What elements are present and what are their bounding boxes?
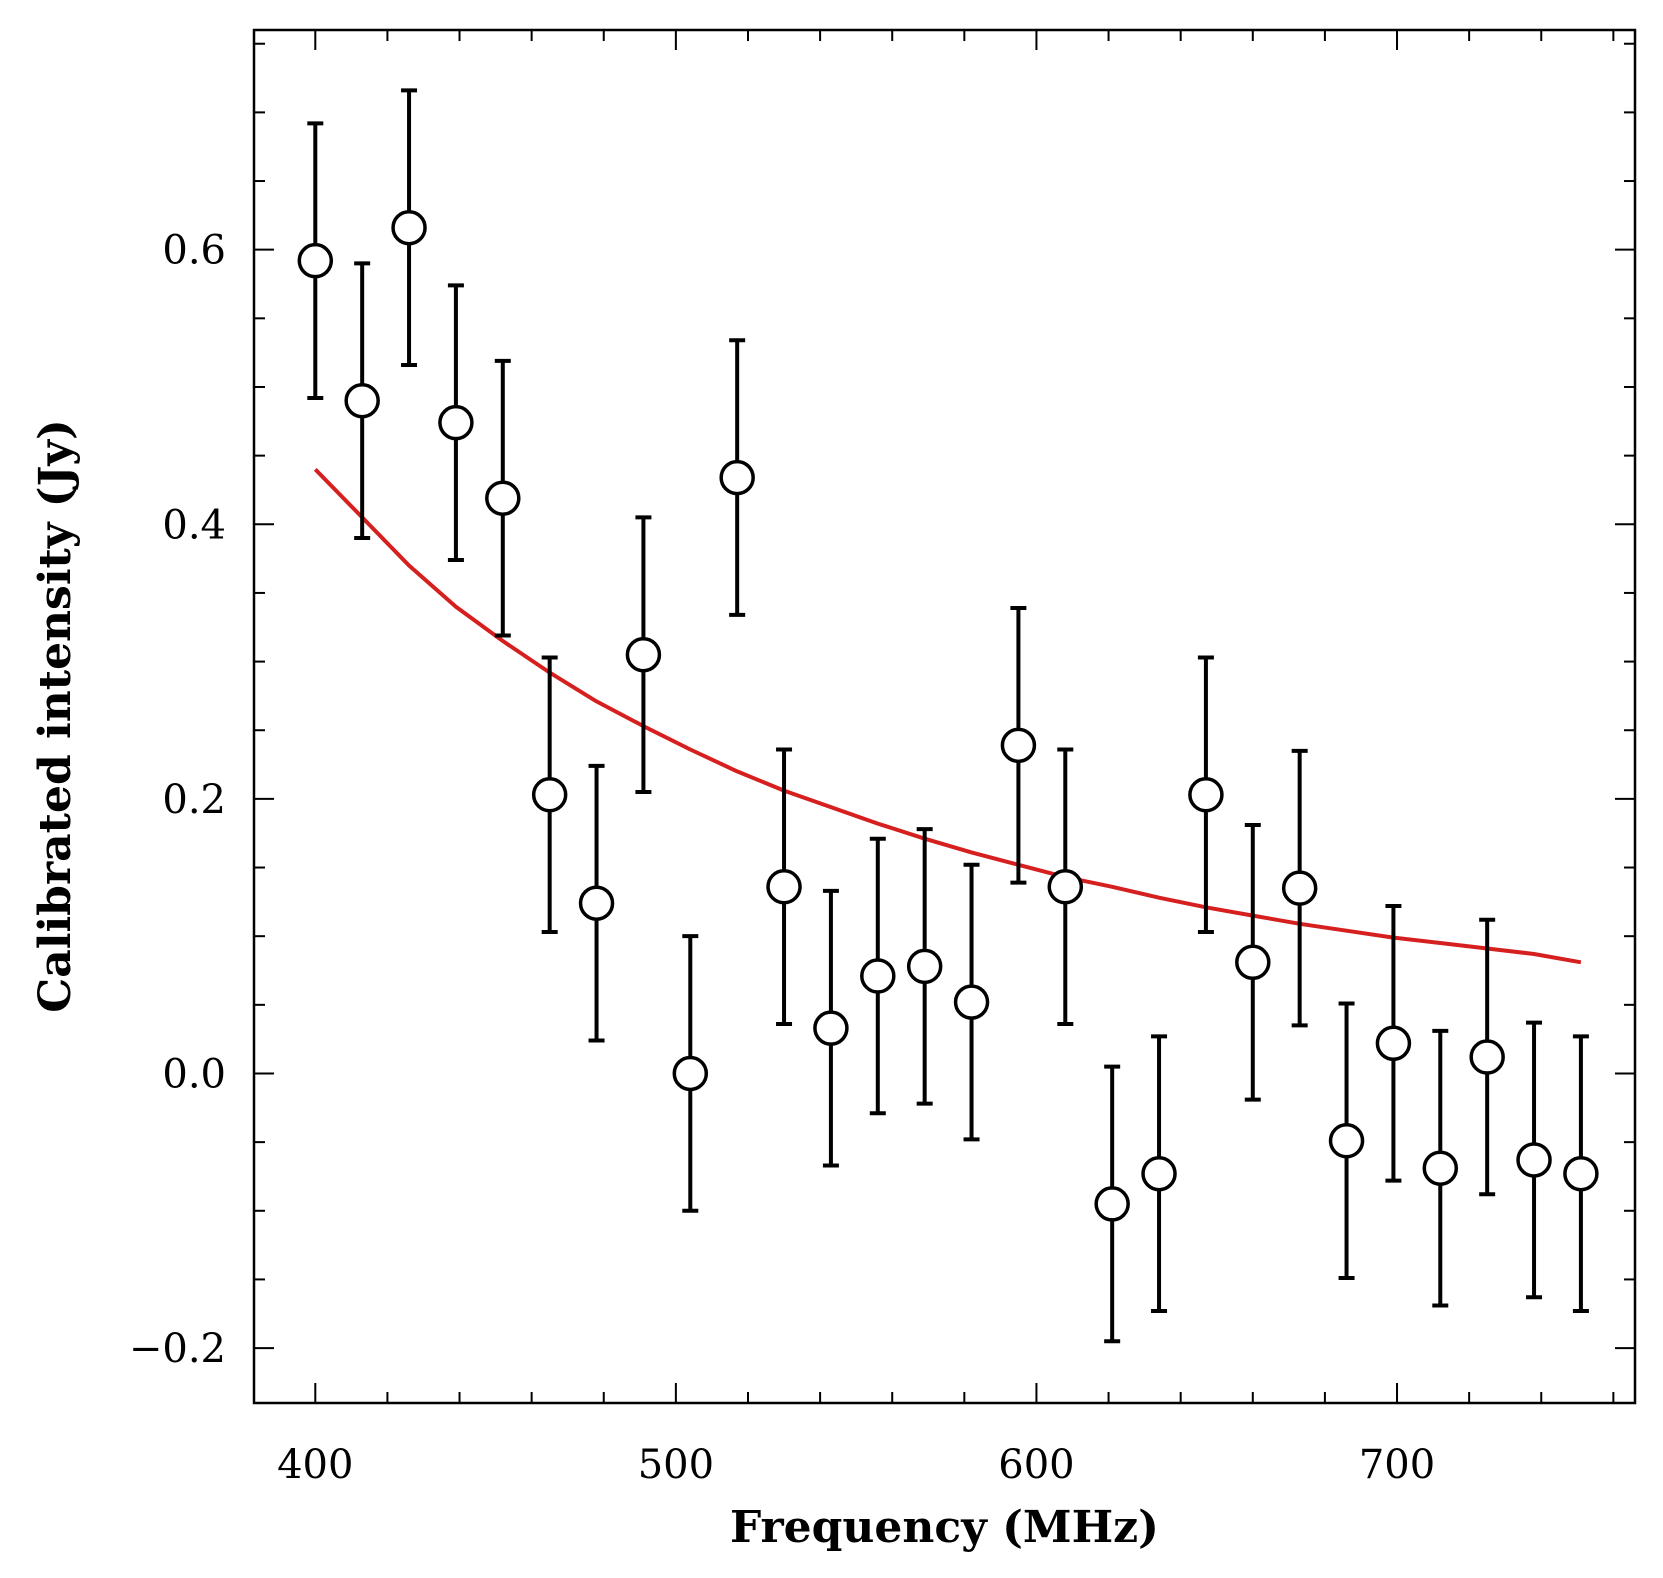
data-point: [1563, 1034, 1599, 1314]
data-point: [1141, 1034, 1177, 1314]
point-marker: [1328, 1123, 1365, 1159]
point-marker: [1141, 1155, 1177, 1192]
plot-frame: [252, 28, 1637, 1405]
data-point: [1047, 747, 1084, 1027]
data-point: [344, 261, 380, 541]
data-point: [1375, 903, 1412, 1183]
point-marker: [1235, 944, 1271, 981]
point-marker: [1047, 869, 1084, 905]
data-point: [531, 655, 568, 935]
data-point: [1188, 655, 1224, 935]
data-point: [485, 358, 521, 638]
point-marker: [860, 958, 896, 994]
data-point: [1235, 822, 1271, 1102]
data-point: [391, 88, 427, 368]
data-point: [297, 121, 334, 400]
point-marker: [438, 404, 474, 441]
data-point: [766, 747, 802, 1027]
data-point: [1000, 606, 1037, 885]
point-marker: [1000, 727, 1037, 764]
point-marker: [578, 885, 615, 921]
data-point: [578, 763, 615, 1043]
point-marker: [1375, 1025, 1412, 1062]
y-axis-label: Calibrated intensity (Jy): [30, 419, 81, 1013]
data-point: [625, 515, 662, 795]
data-point: [1281, 748, 1318, 1028]
fit-layer: [313, 468, 1582, 965]
axis-ticks: [254, 30, 1635, 1403]
data-point: [672, 934, 709, 1213]
point-marker: [485, 480, 521, 516]
points-layer: [297, 88, 1599, 1344]
data-point: [1469, 917, 1505, 1197]
point-marker: [391, 209, 427, 246]
data-point: [438, 283, 474, 562]
y-tick-label: 0.2: [162, 777, 226, 823]
point-marker: [1469, 1039, 1505, 1075]
point-marker: [344, 382, 380, 419]
point-marker: [1094, 1186, 1130, 1222]
x-axis-label: Frequency (MHz): [730, 1502, 1159, 1553]
data-point: [953, 862, 990, 1142]
point-marker: [1281, 870, 1318, 906]
data-point: [1516, 1020, 1552, 1300]
x-tick-label: 500: [638, 1442, 714, 1488]
x-tick-label: 700: [1359, 1442, 1435, 1488]
y-tick-label: 0.0: [162, 1051, 226, 1097]
point-marker: [766, 869, 802, 905]
x-tick-label: 400: [277, 1442, 353, 1488]
point-marker: [1422, 1150, 1459, 1186]
y-tick-label: 0.4: [162, 502, 226, 548]
y-tick-labels: −0.2 0.0 0.2 0.4 0.6: [129, 228, 226, 1372]
y-tick-label: −0.2: [129, 1326, 226, 1372]
point-marker: [672, 1055, 709, 1092]
point-marker: [625, 636, 662, 673]
x-tick-label: 600: [998, 1442, 1074, 1488]
point-marker: [531, 777, 568, 813]
point-marker: [906, 948, 943, 985]
point-marker: [297, 242, 334, 279]
point-marker: [1188, 777, 1224, 813]
data-point: [906, 827, 943, 1106]
point-marker: [719, 459, 755, 496]
x-tick-labels: 400 500 600 700: [277, 1442, 1435, 1488]
point-marker: [1516, 1142, 1552, 1178]
data-point: [813, 888, 849, 1168]
point-marker: [953, 984, 990, 1020]
point-marker: [813, 1010, 849, 1046]
point-marker: [1563, 1155, 1599, 1192]
fit-line: [313, 468, 1582, 965]
data-point: [1422, 1028, 1459, 1308]
data-point: [719, 338, 755, 617]
data-point: [860, 836, 896, 1116]
y-tick-label: 0.6: [162, 228, 226, 274]
data-point: [1094, 1064, 1130, 1344]
data-point: [1328, 1001, 1365, 1281]
